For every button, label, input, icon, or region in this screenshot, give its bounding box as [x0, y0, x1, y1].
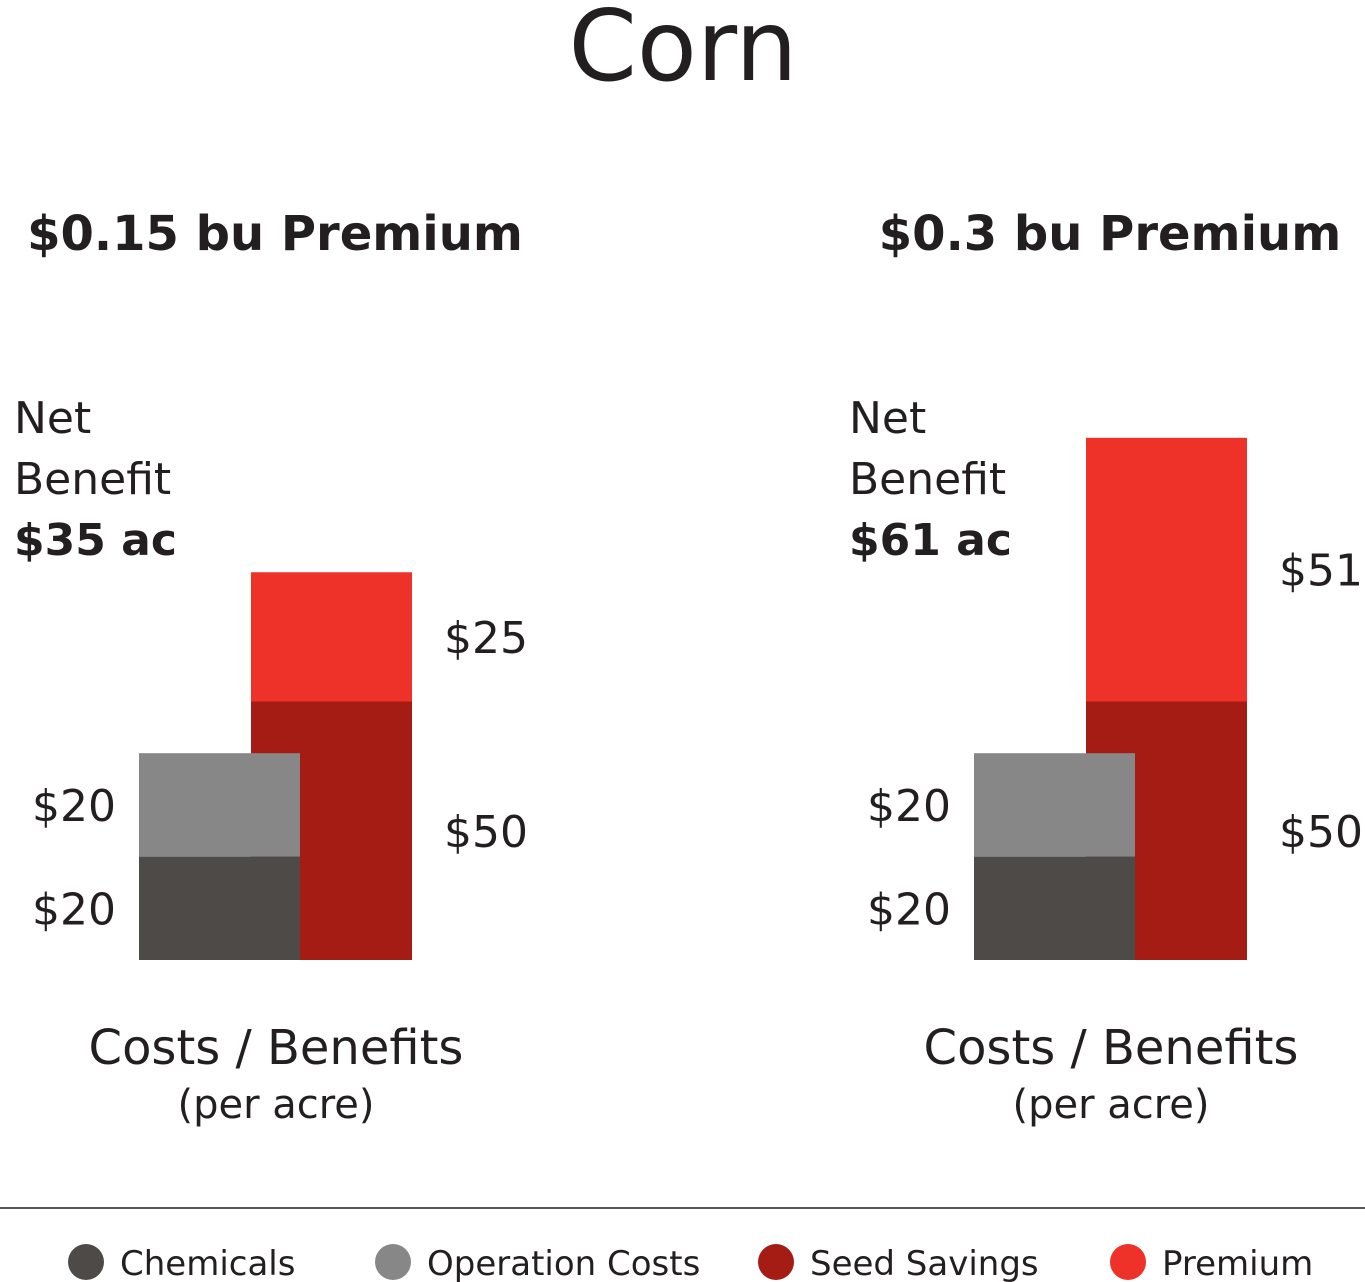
bar-value-label: $20 — [32, 884, 116, 935]
bar-value-label: $51 — [1279, 546, 1363, 597]
net-benefit-value: $35 ac — [14, 515, 177, 566]
bar-premium — [1086, 437, 1247, 702]
bar-chemicals — [974, 856, 1135, 960]
legend-item-premium: Premium — [1110, 1244, 1313, 1282]
net-benefit-label: Benefit — [849, 454, 1006, 505]
legend-swatch — [758, 1244, 794, 1280]
bar-premium — [251, 572, 412, 702]
x-axis-label: Costs / Benefits — [89, 1020, 464, 1076]
bar-operation-costs — [139, 753, 300, 857]
legend-swatch — [1110, 1244, 1146, 1280]
bar-value-label: $20 — [867, 781, 951, 832]
legend: Chemicals Operation Costs Seed Savings Prem… — [68, 1244, 1313, 1282]
x-axis-sublabel: (per acre) — [1012, 1082, 1209, 1128]
legend-item-operation-costs: Operation Costs — [375, 1244, 700, 1282]
net-benefit-label: Net — [849, 393, 926, 444]
x-axis-label: Costs / Benefits — [924, 1020, 1299, 1076]
legend-label: Chemicals — [120, 1244, 295, 1282]
bar-value-label: $20 — [32, 781, 116, 832]
net-benefit-label: Benefit — [14, 454, 171, 505]
bar-value-label: $50 — [444, 807, 528, 858]
bar-chemicals — [139, 856, 300, 960]
legend-swatch — [68, 1244, 104, 1280]
legend-item-seed-savings: Seed Savings — [758, 1244, 1039, 1282]
legend-swatch — [375, 1244, 411, 1280]
net-benefit-value: $61 ac — [849, 515, 1012, 566]
panel-title: $0.15 bu Premium — [27, 206, 523, 262]
legend-label: Premium — [1162, 1244, 1313, 1282]
net-benefit-label: Net — [14, 393, 91, 444]
bar-operation-costs — [974, 753, 1135, 857]
bar-value-label: $25 — [444, 613, 528, 664]
panel-title: $0.3 bu Premium — [879, 206, 1341, 262]
chart-title: Corn — [568, 0, 797, 104]
bar-value-label: $20 — [867, 884, 951, 935]
panel-1: $0.15 bu Premium Net Benefit $35 ac $50 $25 $2… — [14, 206, 528, 1128]
legend-label: Seed Savings — [810, 1244, 1039, 1282]
panel-2: $0.3 bu Premium Net Benefit $61 ac $50 $51 $20… — [849, 206, 1363, 1128]
legend-label: Operation Costs — [427, 1244, 700, 1282]
x-axis-sublabel: (per acre) — [177, 1082, 374, 1128]
legend-item-chemicals: Chemicals — [68, 1244, 295, 1282]
bar-value-label: $50 — [1279, 807, 1363, 858]
